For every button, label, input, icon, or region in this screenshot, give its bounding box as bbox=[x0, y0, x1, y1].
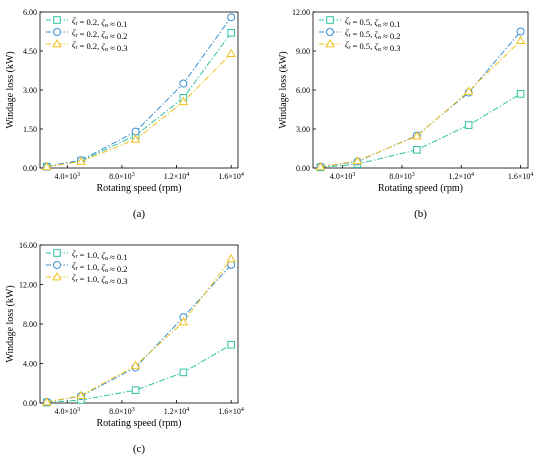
data-point bbox=[226, 48, 236, 57]
y-tick-label: 16.00 bbox=[19, 241, 37, 250]
legend-marker bbox=[326, 28, 334, 36]
chart-panel-1: 0.00 3.00 6.00 9.00 12.00 4.0×103 8.0×103 1.2×1… bbox=[278, 8, 533, 220]
legend-marker bbox=[53, 16, 61, 24]
y-tick-label: 6.00 bbox=[23, 8, 37, 17]
x-tick-label: 8.0×103 bbox=[109, 407, 135, 416]
x-tick-label: 1.2×104 bbox=[449, 172, 475, 181]
data-point bbox=[76, 156, 86, 165]
y-tick-label: 0.00 bbox=[296, 164, 310, 173]
x-axis-label: Rotating speed (rpm) bbox=[378, 183, 463, 194]
legend-marker bbox=[325, 39, 335, 48]
data-point bbox=[178, 317, 189, 326]
plot-frame bbox=[39, 11, 239, 169]
y-tick-label: 3.00 bbox=[296, 125, 310, 134]
data-point bbox=[516, 90, 525, 98]
y-tick-label: 8.00 bbox=[23, 320, 37, 329]
x-axis-label: Rotating speed (rpm) bbox=[97, 183, 182, 194]
chart-panel-0: 0.00 1.50 3.00 4.50 6.00 4.0×103 8.0×103 1.2×10… bbox=[5, 8, 244, 220]
y-axis-label: Windage loss (kW) bbox=[278, 51, 289, 128]
data-point bbox=[227, 340, 235, 349]
series-line-0 bbox=[320, 93, 521, 168]
legend-label: ζr = 0.2, ζα ≈ 0.3 bbox=[72, 39, 128, 53]
data-point bbox=[42, 161, 52, 171]
y-tick-label: 6.00 bbox=[296, 86, 310, 95]
legend-marker bbox=[52, 39, 62, 48]
data-point bbox=[352, 155, 363, 165]
data-point bbox=[227, 13, 236, 22]
panel-label: (b) bbox=[414, 208, 427, 220]
legend-marker bbox=[53, 261, 61, 269]
panel-label: (a) bbox=[133, 208, 146, 220]
data-point bbox=[226, 253, 236, 263]
data-point bbox=[179, 79, 188, 88]
x-tick-label: 1.6×104 bbox=[508, 172, 534, 181]
x-axis-label: Rotating speed (rpm) bbox=[97, 418, 182, 429]
x-tick-label: 8.0×103 bbox=[389, 172, 415, 181]
legend-label: ζr = 0.5, ζα ≈ 0.2 bbox=[345, 27, 401, 41]
y-tick-label: 12.00 bbox=[19, 281, 37, 290]
data-point bbox=[412, 146, 421, 154]
data-point bbox=[515, 35, 526, 44]
data-point bbox=[130, 134, 141, 143]
chart-panel-2: 0.00 4.00 8.00 12.00 16.00 4.0×103 8.0×103 1.2×… bbox=[5, 241, 244, 455]
data-point bbox=[178, 96, 189, 106]
data-point bbox=[130, 360, 141, 369]
panel-label: (c) bbox=[133, 443, 146, 455]
legend-label: ζr = 1.0, ζα ≈ 0.2 bbox=[72, 260, 128, 274]
data-point bbox=[227, 29, 235, 37]
y-axis-label: Windage loss (kW) bbox=[5, 51, 16, 128]
x-tick-label: 4.0×103 bbox=[55, 407, 81, 416]
legend-label: ζr = 0.5, ζα ≈ 0.1 bbox=[345, 15, 401, 29]
x-tick-label: 1.2×104 bbox=[164, 407, 190, 416]
data-point bbox=[412, 131, 422, 140]
data-point bbox=[463, 86, 474, 95]
x-tick-label: 4.0×103 bbox=[55, 172, 81, 181]
y-tick-label: 4.50 bbox=[23, 47, 37, 56]
legend-label: ζr = 0.2, ζα ≈ 0.2 bbox=[72, 27, 128, 41]
series-line-0 bbox=[46, 32, 232, 168]
data-point bbox=[315, 161, 326, 171]
y-tick-label: 3.00 bbox=[23, 86, 37, 95]
x-tick-label: 8.0×103 bbox=[109, 172, 135, 181]
y-tick-label: 0.00 bbox=[23, 164, 37, 173]
legend-marker bbox=[53, 249, 61, 257]
legend-marker bbox=[52, 272, 62, 281]
data-point bbox=[131, 127, 140, 136]
data-point bbox=[464, 121, 473, 129]
legend-marker bbox=[326, 16, 334, 24]
data-point bbox=[131, 386, 140, 394]
y-tick-label: 0.00 bbox=[23, 399, 37, 408]
x-tick-label: 4.0×103 bbox=[330, 172, 356, 181]
y-axis-label: Windage loss (kW) bbox=[5, 285, 16, 362]
legend-label: ζr = 1.0, ζα ≈ 0.1 bbox=[72, 248, 128, 262]
y-tick-label: 12.00 bbox=[292, 8, 310, 17]
legend-label: ζr = 1.0, ζα ≈ 0.3 bbox=[72, 272, 128, 286]
legend-marker bbox=[53, 28, 61, 36]
y-tick-label: 4.00 bbox=[23, 360, 37, 369]
y-tick-label: 9.00 bbox=[296, 47, 310, 56]
legend-label: ζr = 0.5, ζα ≈ 0.3 bbox=[345, 39, 401, 53]
x-tick-label: 1.6×104 bbox=[218, 407, 244, 416]
x-tick-label: 1.2×104 bbox=[164, 172, 190, 181]
x-tick-label: 1.6×104 bbox=[218, 172, 244, 181]
data-point bbox=[42, 397, 52, 406]
data-point bbox=[179, 368, 188, 377]
y-tick-label: 1.50 bbox=[23, 125, 37, 134]
legend-label: ζr = 0.2, ζα ≈ 0.1 bbox=[72, 15, 128, 29]
data-point bbox=[516, 27, 525, 36]
data-point bbox=[76, 390, 86, 399]
data-point bbox=[227, 260, 236, 269]
series-line-1 bbox=[46, 264, 232, 403]
series-line-2 bbox=[320, 40, 521, 168]
plot-frame bbox=[39, 244, 239, 404]
